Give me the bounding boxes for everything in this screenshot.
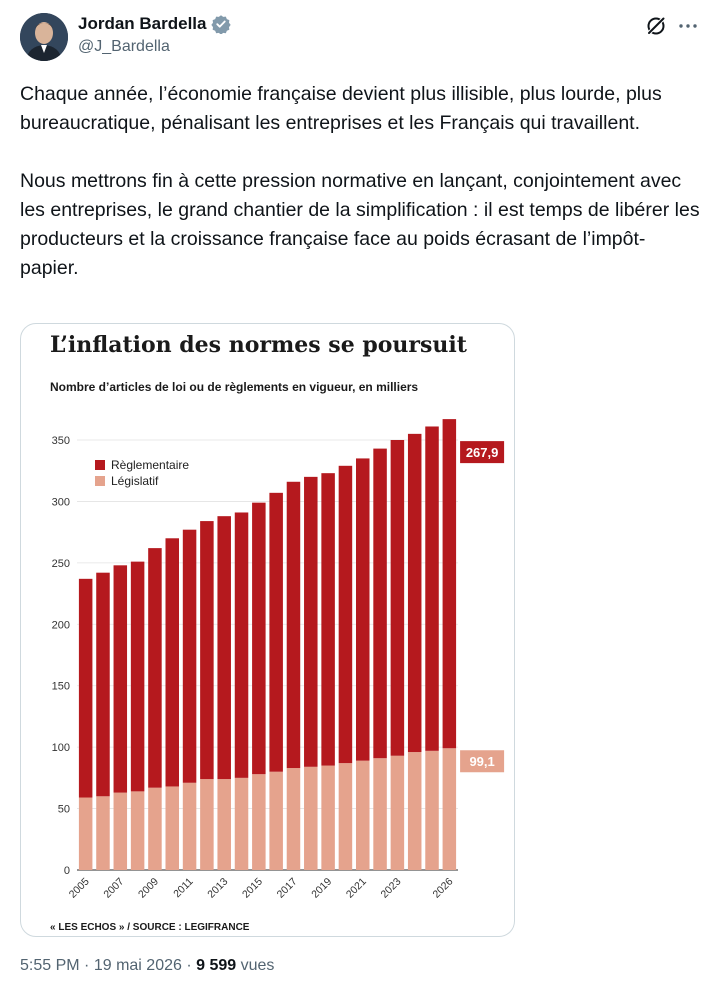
bar-legislatif (407, 752, 422, 870)
chart-image-card[interactable]: L’inflation des normes se poursuit Nombr… (20, 323, 515, 937)
end-label-box-legislatif (460, 750, 505, 773)
bar-legislatif (338, 763, 353, 870)
tweet-date[interactable]: 19 mai 2026 (93, 957, 182, 974)
bar-reglementaire (442, 419, 457, 749)
bar-reglementaire (130, 561, 145, 792)
author-handle[interactable]: @J_Bardella (78, 38, 170, 55)
bar-legislatif (113, 792, 128, 870)
legend-label: Législatif (111, 474, 159, 488)
bar-legislatif (130, 791, 145, 870)
y-tick-label: 150 (52, 681, 70, 693)
bar-reglementaire (78, 578, 93, 798)
bar-legislatif (200, 779, 214, 870)
bar-reglementaire (113, 565, 128, 793)
x-tick-label: 2021 (344, 876, 369, 901)
end-label-legislatif: 99,1 (469, 754, 494, 769)
meta-separator: · (84, 957, 90, 974)
bar-legislatif (217, 779, 231, 870)
verified-badge-icon (210, 15, 231, 34)
grok-icon[interactable] (644, 14, 668, 38)
bar-legislatif (390, 755, 405, 870)
bar-reglementaire (425, 426, 439, 751)
bar-reglementaire (182, 529, 197, 783)
bar-legislatif (78, 797, 93, 870)
bar-reglementaire (373, 448, 387, 759)
bar-legislatif (373, 758, 387, 870)
x-tick-label: 2017 (275, 876, 300, 901)
x-tick-label: 2009 (136, 876, 161, 901)
y-tick-label: 0 (64, 865, 70, 877)
x-tick-label: 2015 (240, 876, 265, 901)
stacked-bar-chart: 0 50 100 150 200 250 300 350 2005 2007 2009 2011 201… (52, 419, 505, 901)
view-count: 9 599 (196, 957, 237, 974)
bar-reglementaire (390, 440, 405, 756)
bar-legislatif (234, 777, 249, 870)
author-name[interactable]: Jordan Bardella (78, 14, 207, 33)
x-tick-label: 2005 (67, 876, 92, 901)
bar-legislatif (148, 787, 162, 870)
y-tick-label: 250 (52, 558, 70, 570)
bar-reglementaire (338, 465, 353, 764)
x-tick-label: 2023 (379, 876, 404, 901)
bar-legislatif (96, 796, 110, 870)
y-tick-label: 100 (52, 742, 70, 754)
chart-subtitle: Nombre d’articles de loi ou de règlement… (50, 380, 419, 394)
x-tick-label: 2013 (205, 876, 230, 901)
y-tick-label: 200 (52, 619, 70, 631)
bar-reglementaire (269, 492, 283, 772)
legend-swatch (95, 476, 105, 486)
bar-reglementaire (217, 516, 231, 780)
bar-legislatif (425, 750, 439, 870)
bar-reglementaire (234, 512, 249, 778)
chart-source: « LES ECHOS » / SOURCE : LEGIFRANCE (50, 922, 250, 933)
end-label-box-reglementaire (460, 441, 505, 464)
legend-label: Règlementaire (111, 458, 189, 472)
bar-reglementaire (148, 548, 162, 788)
bar-reglementaire (286, 481, 301, 769)
bar-reglementaire (407, 433, 422, 753)
x-tick-label: 2026 (430, 876, 455, 901)
bar-reglementaire (355, 458, 370, 761)
x-tick-label: 2011 (171, 876, 196, 901)
bar-legislatif (269, 771, 283, 870)
tweet-time[interactable]: 5:55 PM (20, 957, 80, 974)
bar-legislatif (355, 760, 370, 870)
bar-legislatif (182, 782, 197, 870)
view-label: vues (240, 957, 275, 974)
bar-legislatif (286, 768, 301, 870)
meta-separator: · (186, 957, 192, 974)
bar-reglementaire (252, 502, 266, 775)
bar-legislatif (304, 766, 318, 870)
author-name-row: Jordan Bardella (78, 14, 231, 34)
legend-swatch (95, 460, 105, 470)
bar-legislatif (442, 748, 457, 870)
bar-legislatif (165, 786, 180, 870)
avatar[interactable] (20, 13, 68, 61)
tweet-text: Chaque année, l’économie française devie… (20, 83, 700, 279)
bar-reglementaire (200, 521, 214, 780)
more-options-icon[interactable] (676, 14, 700, 38)
y-tick-label: 50 (58, 804, 70, 816)
bar-legislatif (252, 774, 266, 870)
y-tick-label: 350 (52, 435, 70, 447)
bar-reglementaire (165, 538, 180, 787)
chart-title: L’inflation des normes se poursuit (50, 332, 467, 358)
tweet-meta: 5:55 PM · 19 mai 2026 · 9 599 vues (20, 957, 274, 975)
bar-legislatif (321, 765, 335, 870)
bar-reglementaire (321, 473, 335, 766)
y-tick-label: 300 (52, 496, 70, 508)
x-tick-label: 2007 (101, 876, 126, 901)
bar-reglementaire (304, 476, 318, 767)
bar-reglementaire (96, 572, 110, 797)
avatar-portrait (20, 13, 68, 61)
end-label-reglementaire: 267,9 (466, 445, 499, 460)
x-tick-label: 2019 (309, 876, 334, 901)
